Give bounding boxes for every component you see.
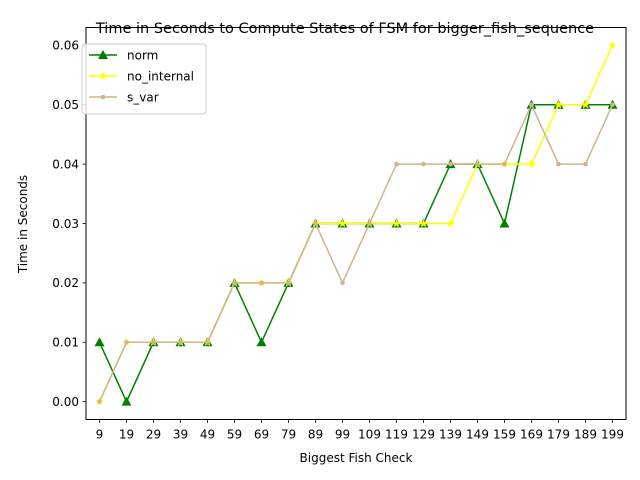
- y-tick-label: 0.00: [52, 395, 79, 409]
- x-tick-label: 9: [96, 428, 104, 442]
- x-tick-label: 179: [547, 428, 570, 442]
- legend: norm no_internal s_var: [81, 43, 207, 115]
- data-point: [151, 339, 156, 345]
- data-point: [205, 339, 210, 345]
- data-point: [121, 396, 132, 406]
- legend-label: no_internal: [127, 69, 194, 83]
- x-tick-label: 199: [601, 428, 624, 442]
- chart-title: Time in Seconds to Compute States of FSM…: [95, 21, 594, 37]
- x-tick-label: 139: [439, 428, 462, 442]
- data-point: [529, 102, 534, 108]
- x-tick-label: 99: [335, 428, 350, 442]
- x-tick-label: 129: [412, 428, 435, 442]
- x-tick-label: 19: [119, 428, 134, 442]
- y-tick-label: 0.03: [52, 217, 79, 231]
- data-point: [98, 71, 108, 80]
- y-tick-label: 0.05: [52, 98, 79, 112]
- x-tick-label: 89: [308, 428, 323, 442]
- x-tick-label: 149: [466, 428, 489, 442]
- data-point: [340, 280, 345, 286]
- data-point: [259, 280, 264, 286]
- data-point: [448, 161, 453, 167]
- legend-label: s_var: [127, 90, 159, 104]
- data-point: [286, 280, 291, 286]
- data-point: [608, 40, 617, 50]
- data-point: [367, 221, 372, 226]
- data-point: [97, 399, 102, 404]
- x-tick-label: 119: [385, 428, 408, 442]
- x-tick-label: 29: [146, 428, 161, 442]
- data-point: [98, 50, 108, 59]
- data-point: [610, 102, 615, 108]
- y-tick-label: 0.02: [52, 276, 79, 290]
- data-point: [419, 218, 428, 228]
- data-point: [178, 339, 183, 345]
- data-point: [556, 161, 561, 167]
- data-point: [94, 337, 105, 347]
- y-tick-label: 0.01: [52, 336, 79, 350]
- data-point: [583, 161, 588, 167]
- data-point: [475, 161, 480, 167]
- data-point: [256, 337, 267, 347]
- x-tick-label: 79: [281, 428, 296, 442]
- y-tick-label: 0.06: [52, 39, 79, 53]
- data-point: [554, 100, 563, 109]
- x-tick-label: 189: [574, 428, 597, 442]
- x-tick-label: 159: [493, 428, 516, 442]
- series-layer: [94, 40, 618, 406]
- series-line: [98, 102, 614, 402]
- plot-frame: [85, 27, 627, 420]
- data-point: [581, 100, 590, 109]
- x-tick-label: 39: [173, 428, 188, 442]
- data-point: [394, 161, 399, 167]
- data-point: [232, 280, 237, 286]
- x-axis: 9 19 29 39 49 59 69 79 89 99 109 119 129 139 149 159 169…: [96, 419, 624, 442]
- y-axis: 0.00 0.01 0.02 0.03 0.04 0.05 0.06: [52, 39, 86, 409]
- data-point: [499, 218, 510, 228]
- y-tick-label: 0.04: [52, 157, 79, 171]
- data-point: [446, 218, 455, 228]
- data-point: [421, 161, 426, 167]
- data-point: [124, 339, 129, 345]
- legend-item: norm: [89, 48, 158, 62]
- x-tick-label: 69: [254, 428, 269, 442]
- data-point: [392, 218, 401, 228]
- data-point: [338, 218, 347, 228]
- x-axis-label: Biggest Fish Check: [300, 451, 413, 465]
- series-s-var: [97, 102, 615, 404]
- x-tick-label: 169: [520, 428, 543, 442]
- data-point: [527, 159, 536, 168]
- y-axis-label: Time in Seconds: [16, 175, 30, 274]
- x-tick-label: 49: [200, 428, 215, 442]
- data-point: [502, 161, 507, 167]
- legend-item: no_internal: [89, 69, 194, 83]
- legend-label: norm: [127, 48, 158, 62]
- data-point: [100, 94, 106, 100]
- data-point: [313, 221, 318, 226]
- x-tick-label: 59: [227, 428, 242, 442]
- x-tick-label: 109: [358, 428, 381, 442]
- legend-item: s_var: [89, 90, 159, 104]
